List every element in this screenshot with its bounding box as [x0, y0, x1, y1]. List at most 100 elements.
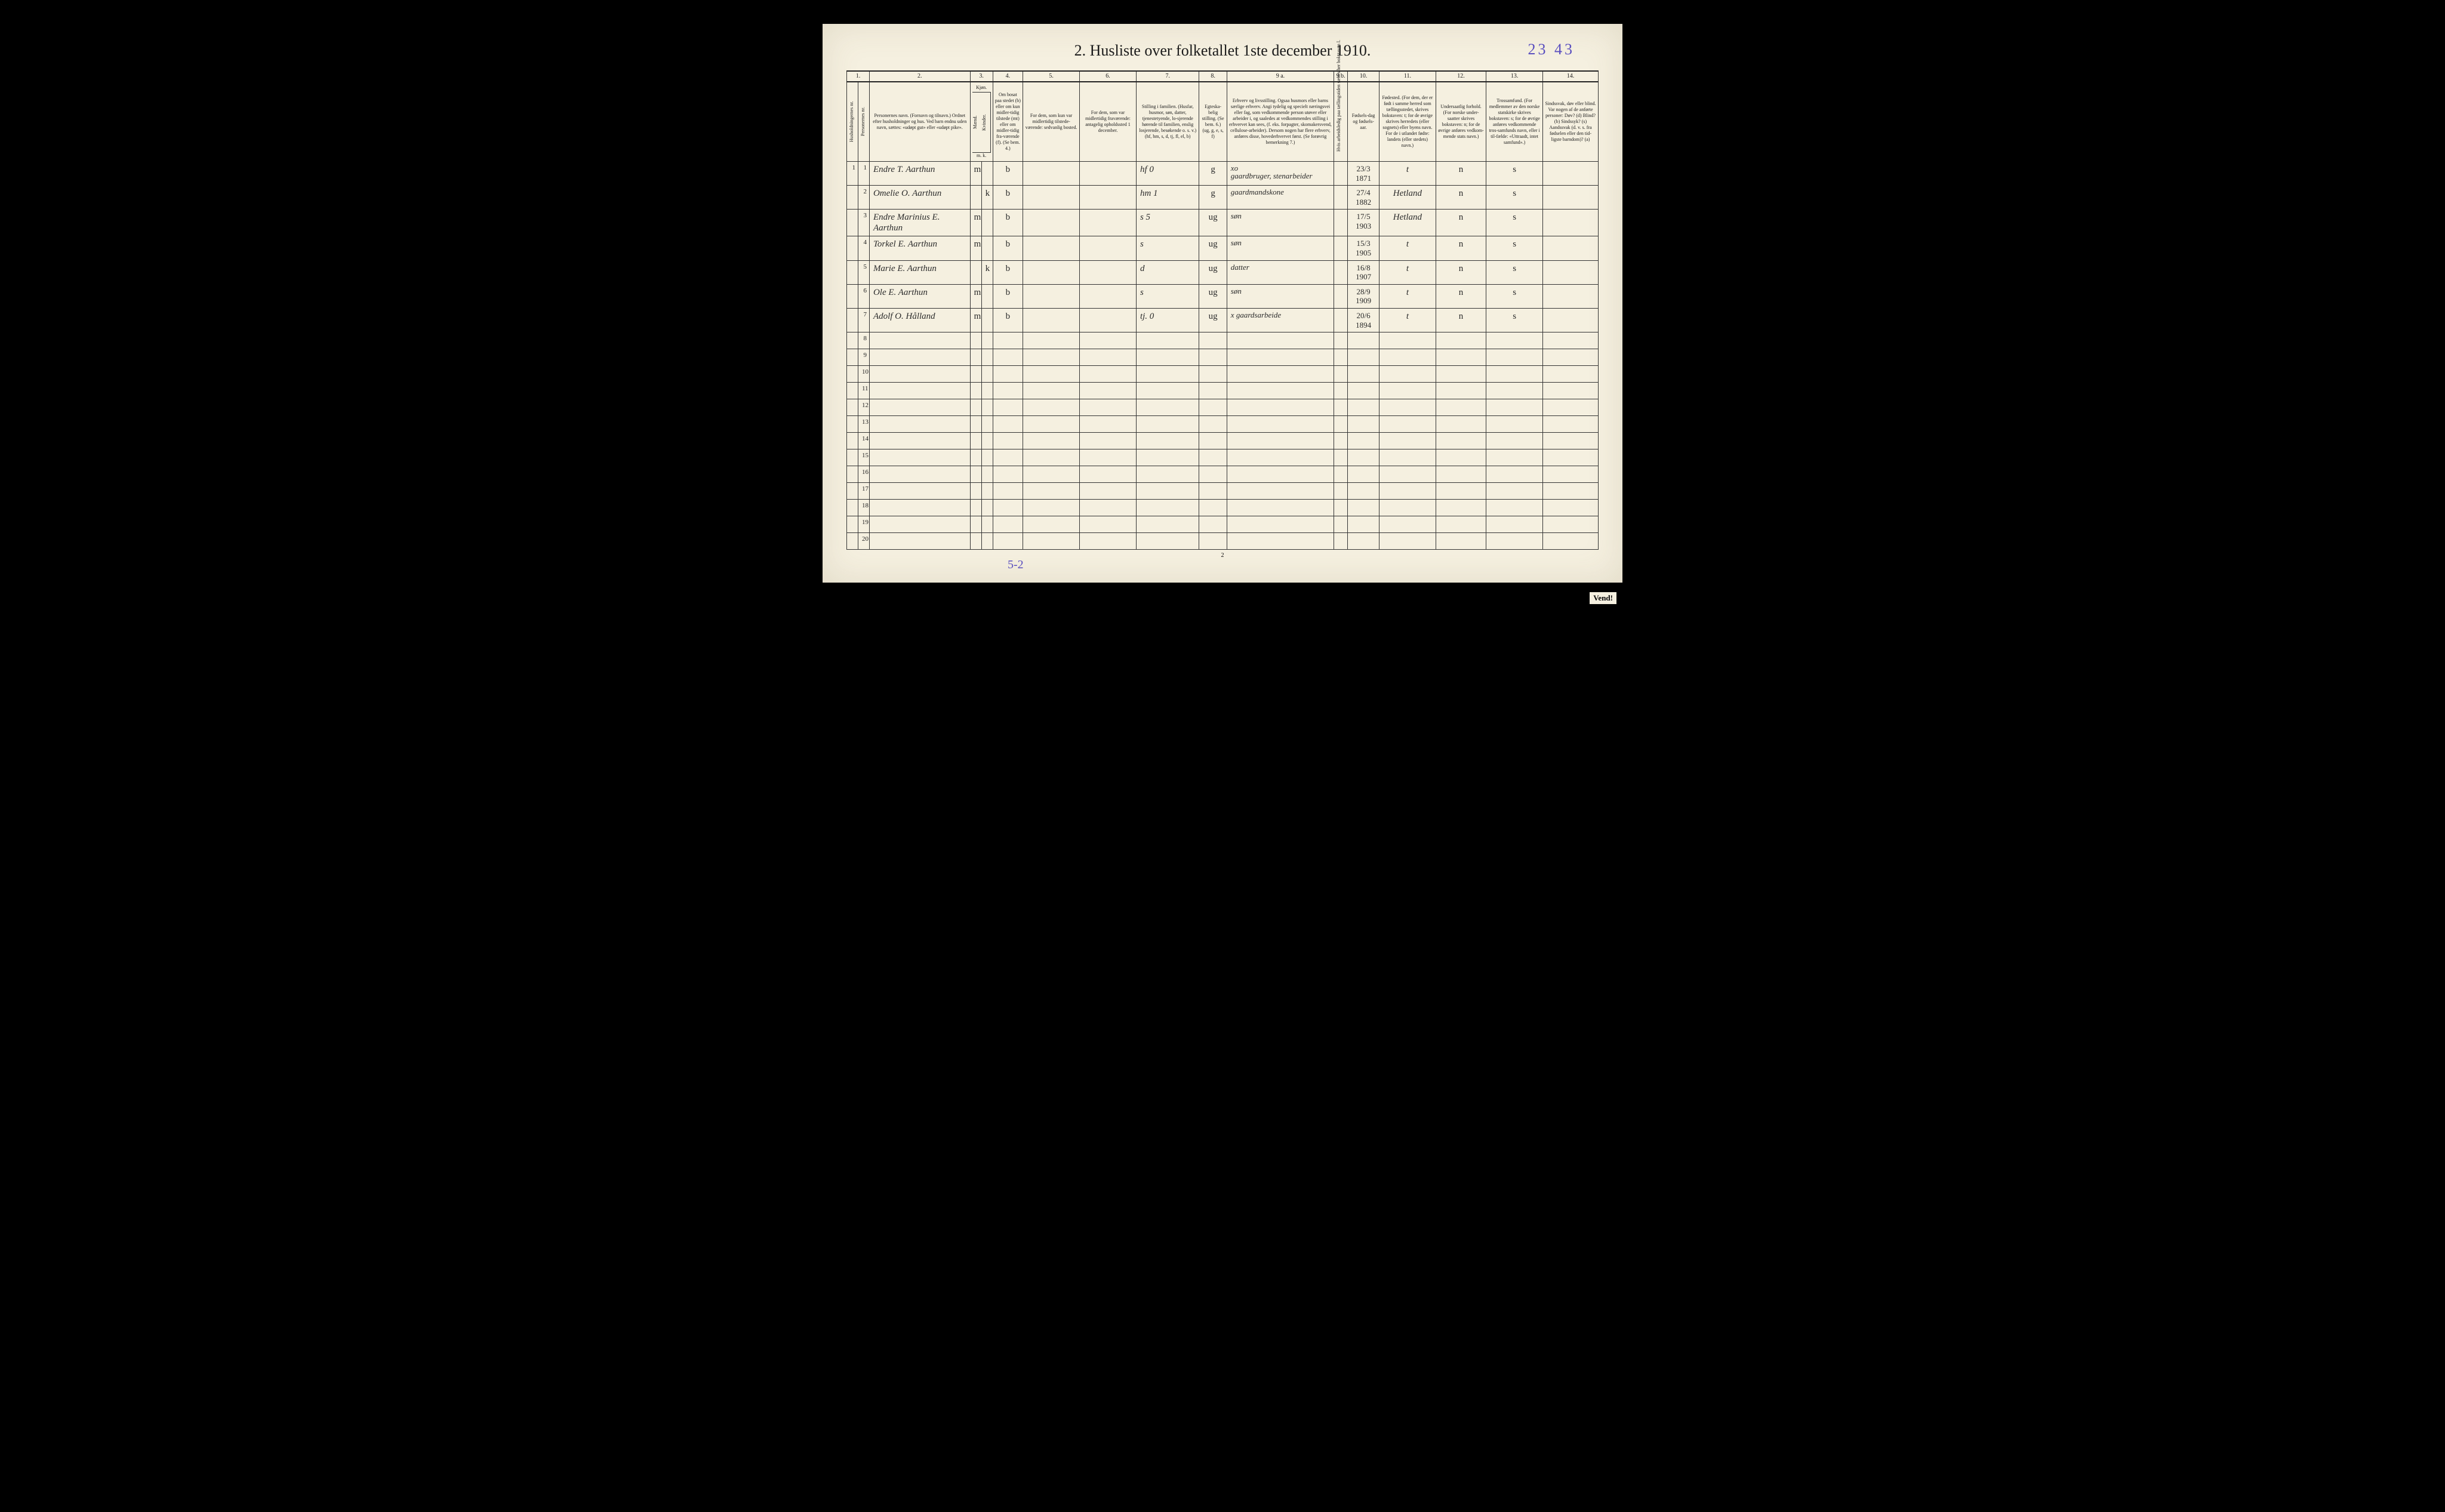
cell-sex-k	[981, 308, 993, 332]
cell-sex-m	[970, 186, 981, 210]
table-row: 9	[847, 349, 1599, 366]
cell-occupation: søn	[1227, 210, 1334, 236]
cell-disability	[1543, 260, 1599, 284]
cell-empty	[1199, 516, 1227, 533]
cell-disability	[1543, 308, 1599, 332]
cell-temp-absent	[1080, 186, 1137, 210]
cell-birthplace: t	[1379, 284, 1436, 308]
cell-empty	[1486, 349, 1543, 366]
cell-dob: 16/8 1907	[1348, 260, 1379, 284]
table-row: 12	[847, 399, 1599, 416]
cell-hh	[847, 186, 858, 210]
cell-pn: 13	[858, 416, 869, 433]
cell-empty	[869, 399, 970, 416]
cell-empty	[1379, 516, 1436, 533]
cell-pn: 1	[858, 162, 869, 186]
cell-empty	[1227, 449, 1334, 466]
cell-empty	[970, 349, 981, 366]
cell-empty	[1379, 433, 1436, 449]
cell-empty	[1080, 433, 1137, 449]
table-row: 11Endre T. Aarthunmbhf 0gxo gaardbruger,…	[847, 162, 1599, 186]
cell-empty	[1199, 366, 1227, 383]
cell-pn: 8	[858, 332, 869, 349]
cell-empty	[970, 466, 981, 483]
cell-empty	[1023, 449, 1080, 466]
cell-disability	[1543, 162, 1599, 186]
cell-empty	[970, 500, 981, 516]
cell-sex-k	[981, 162, 993, 186]
cell-temp-present	[1023, 308, 1080, 332]
cell-empty	[993, 533, 1023, 550]
header-birthplace: Fødested. (For dem, der er født i samme …	[1379, 82, 1436, 162]
colnum: 14.	[1543, 71, 1599, 82]
cell-empty	[1436, 449, 1486, 466]
cell-empty	[1436, 500, 1486, 516]
cell-empty	[1227, 500, 1334, 516]
cell-empty	[970, 449, 981, 466]
cell-empty	[993, 500, 1023, 516]
cell-residence: b	[993, 162, 1023, 186]
table-row: 16	[847, 466, 1599, 483]
cell-empty	[993, 416, 1023, 433]
cell-hh	[847, 399, 858, 416]
cell-birthplace: t	[1379, 236, 1436, 260]
cell-marital: ug	[1199, 236, 1227, 260]
cell-empty	[1080, 500, 1137, 516]
cell-empty	[1348, 399, 1379, 416]
cell-empty	[1080, 449, 1137, 466]
cell-empty	[1486, 516, 1543, 533]
cell-pn: 18	[858, 500, 869, 516]
cell-empty	[1543, 466, 1599, 483]
cell-empty	[1334, 483, 1348, 500]
cell-religion: s	[1486, 236, 1543, 260]
cell-empty	[993, 433, 1023, 449]
cell-empty	[981, 399, 993, 416]
cell-nationality: n	[1436, 186, 1486, 210]
cell-empty	[869, 416, 970, 433]
cell-hh	[847, 449, 858, 466]
cell-hh	[847, 433, 858, 449]
cell-empty	[1136, 416, 1199, 433]
cell-empty	[1334, 500, 1348, 516]
colnum: 7.	[1136, 71, 1199, 82]
table-row: 8	[847, 332, 1599, 349]
cell-birthplace: t	[1379, 162, 1436, 186]
header-temp-present: For dem, som kun var midlertidig tilsted…	[1023, 82, 1080, 162]
cell-occupation: datter	[1227, 260, 1334, 284]
cell-empty	[1080, 533, 1137, 550]
cell-marital: ug	[1199, 284, 1227, 308]
cell-temp-absent	[1080, 284, 1137, 308]
cell-residence: b	[993, 210, 1023, 236]
cell-pn: 9	[858, 349, 869, 366]
cell-sex-m: m	[970, 162, 981, 186]
cell-religion: s	[1486, 186, 1543, 210]
cell-empty	[1136, 483, 1199, 500]
cell-empty	[1436, 383, 1486, 399]
colnum: 4.	[993, 71, 1023, 82]
cell-empty	[1080, 332, 1137, 349]
cell-pn: 20	[858, 533, 869, 550]
cell-empty	[993, 516, 1023, 533]
cell-residence: b	[993, 236, 1023, 260]
cell-empty	[981, 466, 993, 483]
cell-empty	[1199, 399, 1227, 416]
header-person-nr: Personernes nr.	[858, 82, 869, 162]
cell-empty	[1543, 332, 1599, 349]
cell-marital: g	[1199, 162, 1227, 186]
table-header: 1. 2. 3. 4. 5. 6. 7. 8. 9 a. 9 b. 10. 11…	[847, 71, 1599, 162]
cell-residence: b	[993, 284, 1023, 308]
cell-empty	[1436, 416, 1486, 433]
cell-empty	[1227, 366, 1334, 383]
cell-empty	[981, 533, 993, 550]
cell-empty	[1334, 433, 1348, 449]
cell-empty	[993, 349, 1023, 366]
cell-pn: 17	[858, 483, 869, 500]
cell-empty	[1348, 366, 1379, 383]
table-row: 10	[847, 366, 1599, 383]
header-dob: Fødsels-dag og fødsels-aar.	[1348, 82, 1379, 162]
vend-label: Vend!	[1590, 592, 1616, 604]
census-page: 23 43 2. Husliste over folketallet 1ste …	[823, 24, 1622, 583]
cell-pn: 6	[858, 284, 869, 308]
cell-empty	[993, 383, 1023, 399]
cell-temp-present	[1023, 284, 1080, 308]
